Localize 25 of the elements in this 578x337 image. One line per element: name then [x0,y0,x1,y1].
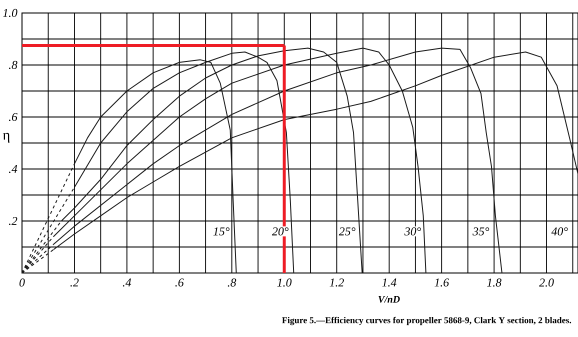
x-tick-label: .8 [228,278,236,287]
y-tick-label: .8 [9,60,18,70]
x-tick-label: 1.8 [487,278,502,287]
annotation: 35° [472,227,490,236]
y-axis-title: η [2,132,10,143]
x-tick-label: .2 [70,278,79,287]
x-tick-label: .4 [122,278,132,287]
x-tick-label: 1.6 [434,278,450,287]
x-tick-label: 1.4 [382,278,396,287]
annotation: 30° [404,227,421,236]
x-tick-label: 0 [19,278,25,287]
x-tick-label: 1.0 [277,278,292,287]
x-axis-title: V/nD [378,296,400,303]
y-tick-label: 1.0 [2,8,18,18]
x-tick-label: 2.0 [539,278,554,287]
annotation: 15° [213,227,230,236]
y-tick-label: .6 [9,112,18,122]
annotation: 40° [551,227,568,236]
y-tick-label: .4 [9,164,18,174]
x-tick-label: .6 [175,278,184,287]
annotation: 20° [272,227,289,236]
caption: Figure 5.—Efficiency curves for propeller 5868-9, Clark Y section, 2 blades. [282,316,572,326]
x-tick-label: 1.2 [330,278,344,287]
y-tick-label: .2 [9,216,18,226]
annotation: 25° [338,227,356,236]
